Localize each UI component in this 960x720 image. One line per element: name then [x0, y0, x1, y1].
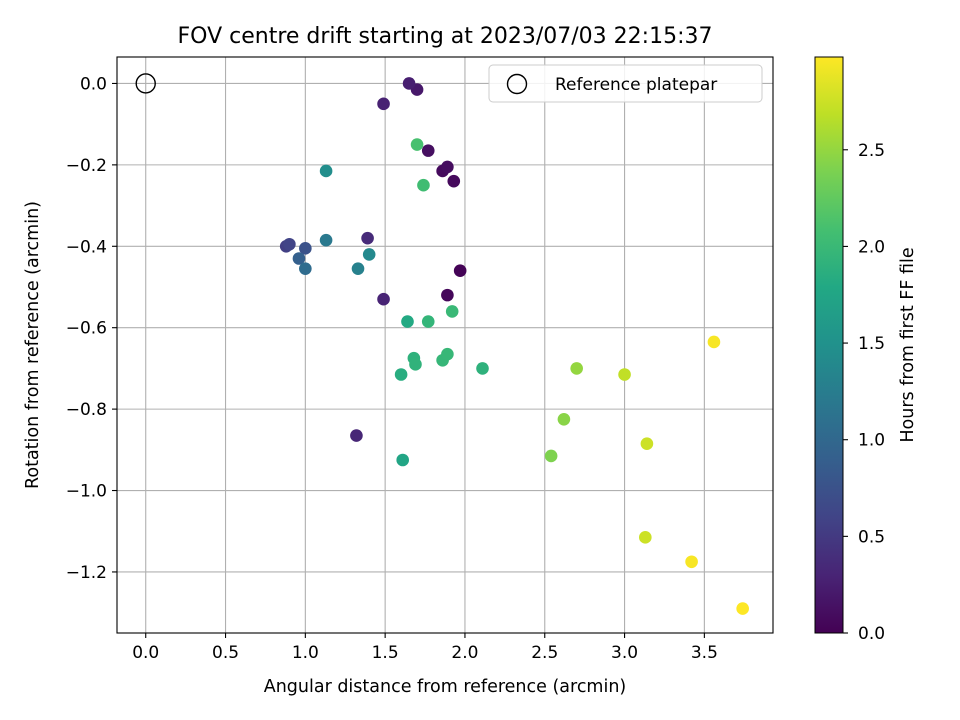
scatter-point: [351, 262, 365, 275]
scatter-point: [417, 178, 430, 192]
y-tick-label: 0.0: [80, 74, 107, 94]
x-tick-label: 1.5: [372, 643, 399, 663]
reference-platepar-marker: [135, 73, 156, 94]
legend: Reference platepar: [488, 64, 763, 103]
scatter-point: [319, 233, 333, 247]
colorbar: 0.0 0.5 1.0 1.5 2.0 2.5 Hours from first FF f…: [814, 56, 918, 644]
y-tick-label: −1.0: [66, 482, 107, 502]
scatter-point: [639, 531, 652, 544]
colorbar-gradient: [814, 56, 844, 634]
scatter-point: [350, 429, 363, 442]
scatter-point: [640, 437, 654, 451]
scatter-point: [453, 264, 467, 278]
colorbar-label: Hours from first FF file: [898, 247, 918, 442]
scatter-point: [421, 144, 435, 157]
scatter-point: [401, 315, 414, 328]
y-axis-label: Rotation from reference (arcmin): [23, 201, 43, 489]
scatter-point: [570, 362, 583, 375]
scatter-point: [394, 368, 408, 381]
x-tick-label: 0.0: [132, 643, 159, 663]
scatter-point: [685, 555, 698, 569]
scatter-point: [377, 292, 390, 306]
scatter-point: [402, 77, 416, 90]
colorbar-tick-label: 2.5: [858, 141, 885, 161]
scatter-point: [476, 362, 489, 375]
scatter-point: [299, 242, 312, 255]
y-axis-ticks: 0.0 −0.2 −0.4 −0.6 −0.8 −1.0 −1.2: [66, 74, 117, 583]
scatter-point: [299, 262, 312, 275]
scatter-point: [396, 453, 410, 467]
legend-box: [488, 64, 763, 103]
colorbar-tick-label: 1.5: [858, 334, 885, 354]
scatter-point: [618, 368, 631, 381]
scatter-point: [557, 412, 571, 426]
x-axis-ticks: 0.0 0.5 1.0 1.5 2.0 2.5 3.0 3.5: [132, 633, 718, 663]
chart-title: FOV centre drift starting at 2023/07/03 …: [178, 24, 713, 49]
scatter-point: [377, 97, 390, 111]
y-tick-label: −0.6: [66, 319, 107, 339]
scatter-point: [736, 602, 749, 615]
scatter-point: [283, 237, 296, 251]
scatter-point: [409, 358, 422, 371]
y-tick-label: −0.2: [66, 156, 107, 176]
legend-label: Reference platepar: [555, 75, 717, 95]
scatter-point: [441, 288, 454, 302]
x-tick-label: 2.0: [451, 643, 478, 663]
scatter-point: [362, 248, 376, 261]
x-tick-label: 2.5: [531, 643, 558, 663]
x-axis-label: Angular distance from reference (arcmin): [264, 677, 627, 697]
colorbar-ticks: 0.0 0.5 1.0 1.5 2.0 2.5: [843, 141, 885, 644]
scatter-point: [361, 231, 374, 245]
scatter-point: [421, 315, 435, 328]
plot-area-frame: [116, 56, 774, 634]
y-tick-label: −0.8: [66, 400, 107, 420]
legend-marker-open-circle: [506, 73, 528, 95]
scatter-point: [410, 138, 424, 151]
colorbar-tick-label: 1.0: [858, 431, 885, 451]
scatter-point: [544, 449, 558, 463]
grid-lines: [117, 57, 773, 633]
x-tick-label: 1.0: [292, 643, 319, 663]
scatter-point: [292, 252, 306, 265]
scatter-point: [447, 174, 461, 188]
y-tick-label: −1.2: [66, 563, 107, 583]
data-points: [135, 73, 749, 615]
scatter-point: [707, 335, 721, 349]
y-tick-label: −0.4: [66, 237, 107, 257]
scatter-point: [441, 160, 454, 174]
colorbar-tick-label: 0.0: [858, 624, 885, 644]
colorbar-tick-label: 0.5: [858, 527, 885, 547]
x-tick-label: 0.5: [212, 643, 239, 663]
scatter-point: [445, 305, 459, 318]
scatter-point: [441, 347, 454, 361]
x-tick-label: 3.5: [691, 643, 718, 663]
x-tick-label: 3.0: [611, 643, 638, 663]
scatter-point: [319, 164, 333, 178]
colorbar-tick-label: 2.0: [858, 237, 885, 257]
